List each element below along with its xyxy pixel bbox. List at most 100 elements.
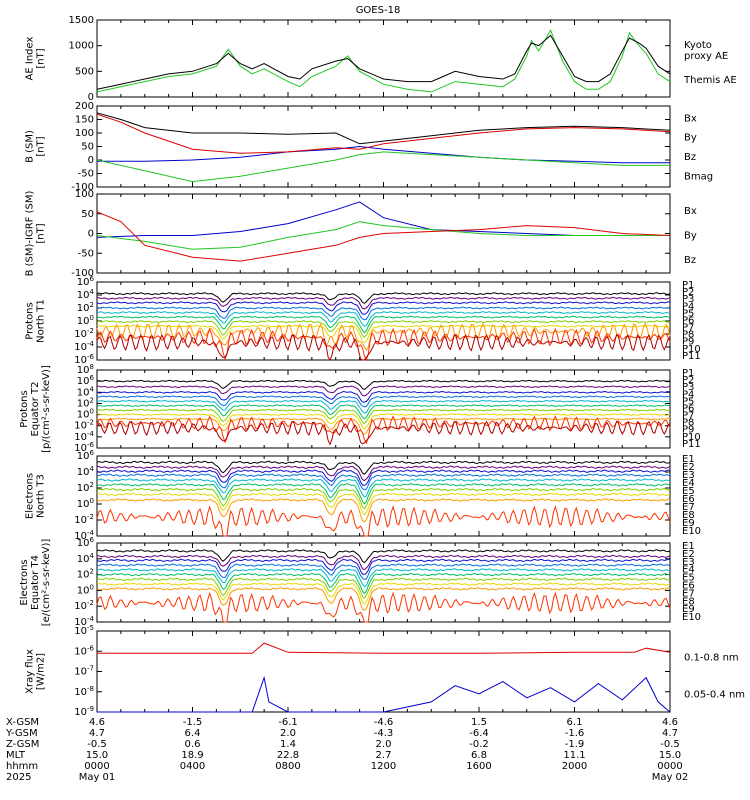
channel-line-9 [96,327,671,362]
channel-line-3 [96,473,671,491]
channel-line-0 [96,292,671,304]
channel-line-3 [96,306,671,321]
footer-value: 22.8 [277,750,299,761]
series-line-0 [97,145,670,164]
y-tick-label: 10-2 [74,513,94,526]
y-tick-label: 10-8 [74,685,94,698]
y-tick-label: 104 [77,552,95,565]
legend-entry: P4 [682,301,694,312]
channel-line-5 [96,572,671,595]
channel-line-6 [96,487,671,510]
series-line-3 [96,112,671,145]
channel-line-9 [96,505,671,537]
channel-line-8 [96,322,671,352]
footer-value: 2.0 [376,739,392,750]
channel-line-9 [96,591,671,623]
channel-line-7 [97,413,671,430]
y-tick-label: 102 [77,396,94,409]
legend-entry: P9 [682,425,694,436]
channel-line-1 [96,465,671,482]
y-tick-label: 10-5 [74,624,94,637]
legend-entry: P2 [682,375,694,386]
legend-entry: P4 [682,389,694,400]
legend-entry: P10 [682,432,701,443]
legend-entry: E7 [682,588,695,599]
y-tick-label: 104 [77,465,95,478]
y-axis-label: ElectronsEquator T4[e/(cm²-s-sr-keV)] [19,539,52,627]
legend-entry: P11 [682,351,701,362]
channel-line-8 [96,587,671,611]
y-tick-label: 106 [77,275,95,288]
channel-line-5 [96,483,671,505]
legend-entry: Bz [684,255,696,266]
legend-entry: E1 [682,541,695,552]
channel-line-4 [96,478,671,498]
legend-entry: Themis AE [683,75,737,86]
series-line-1 [96,34,671,90]
panel-frame [96,455,671,537]
panel-frame [96,105,671,188]
y-tick-label: -50 [78,169,94,180]
y-axis-label: ProtonsNorth T1 [25,299,47,343]
y-tick-label: 104 [77,385,95,398]
y-tick-label: 106 [77,374,95,387]
footer-value: 2000 [562,761,587,772]
y-tick-label: 100 [77,314,94,327]
legend-entry: P9 [682,337,694,348]
y-axis-label: ProtonsEquator T2[p/(cm²-s-sr-keV)] [19,365,52,453]
footer-value: 0800 [275,761,300,772]
legend-entry: Bx [684,206,697,217]
legend-entry: P7 [682,411,694,422]
channel-line-0 [96,379,671,390]
panel-frame [96,542,671,623]
footer-value: 2.0 [280,728,296,739]
legend-entry: P2 [682,287,694,298]
footer-value: 15.0 [86,750,108,761]
footer-value: 4.6 [662,717,678,728]
footer-value: 6.4 [185,728,201,739]
legend-entry: 0.05-0.4 nm [684,689,745,700]
panel-ee: 106 104 102 100 10-2 10-4 ElectronsEquator T4[… [19,536,701,628]
legend-entry: E5 [682,573,695,584]
footer-value: 1600 [466,761,491,772]
channel-line-10 [96,333,671,362]
y-axis-label: Xray flux[W/m2] [25,649,47,694]
channel-line-1 [96,554,671,571]
legend-entry: E2 [682,549,695,560]
channel-line-7 [97,582,671,605]
footer-value: -6.1 [278,717,298,728]
series-line-2 [96,113,671,154]
y-tick-label: 0 [88,92,94,103]
legend-entry: P1 [682,368,694,379]
footer-value: -1.9 [565,739,585,750]
legend-entry: E8 [682,596,695,607]
y-tick-label: -100 [71,182,94,193]
legend-entry: P6 [682,403,694,414]
y-tick-label: -50 [78,248,94,259]
channel-line-0 [96,549,671,564]
footer-value: 0.6 [185,739,201,750]
legend-entry: E8 [682,510,695,521]
channel-line-6 [96,577,671,600]
footer-row-label: Y-GSM [5,728,38,739]
footer-value: 0000 [657,761,682,772]
legend-entry: P10 [682,344,701,355]
footer-value: 0400 [180,761,205,772]
footer-value: 2.7 [376,750,392,761]
channel-line-5 [96,404,671,420]
channel-line-4 [97,568,671,588]
footer-row-label: hhmm [6,761,38,772]
legend-entry: By [684,133,697,144]
y-tick-label: 102 [77,568,94,581]
footer-value: 6.8 [471,750,487,761]
footer-row-label: Z-GSM [6,739,39,750]
y-tick-label: 108 [77,363,94,376]
panel-frame [96,630,671,713]
y-tick-label: 500 [75,66,94,77]
footer-value: 1.5 [471,717,487,728]
footer-row-label: 2025 [6,772,31,783]
footer-value: May 01 [79,772,116,783]
y-tick-label: -100 [71,268,94,279]
footer-value: 11.1 [563,750,585,761]
